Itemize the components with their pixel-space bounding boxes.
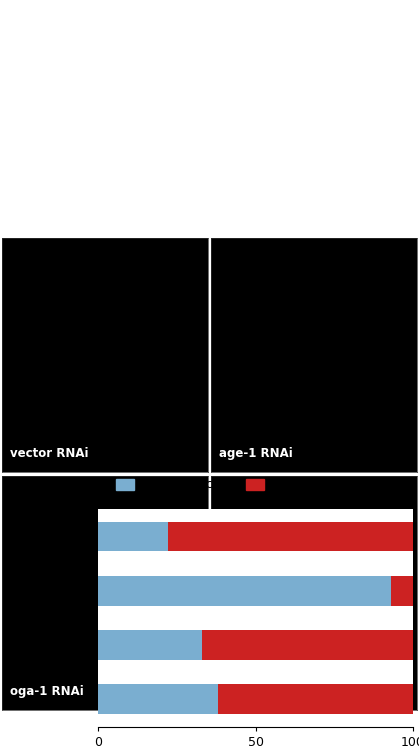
- Bar: [168, 521, 413, 551]
- Text: oga-1 RNAi: oga-1 RNAi: [10, 685, 84, 698]
- Bar: [218, 685, 413, 715]
- Text: ogt-1 RNAi: ogt-1 RNAi: [219, 685, 290, 698]
- Bar: [98, 685, 218, 715]
- Text: vector RNAi: vector RNAi: [10, 447, 89, 460]
- Bar: [98, 630, 202, 660]
- Bar: [391, 576, 413, 606]
- Legend: mostly nuclear, mostly cytoplasmic: mostly nuclear, mostly cytoplasmic: [116, 479, 395, 491]
- Bar: [98, 521, 168, 551]
- Bar: [202, 630, 413, 660]
- Bar: [98, 576, 391, 606]
- Text: age-1 RNAi: age-1 RNAi: [219, 447, 292, 460]
